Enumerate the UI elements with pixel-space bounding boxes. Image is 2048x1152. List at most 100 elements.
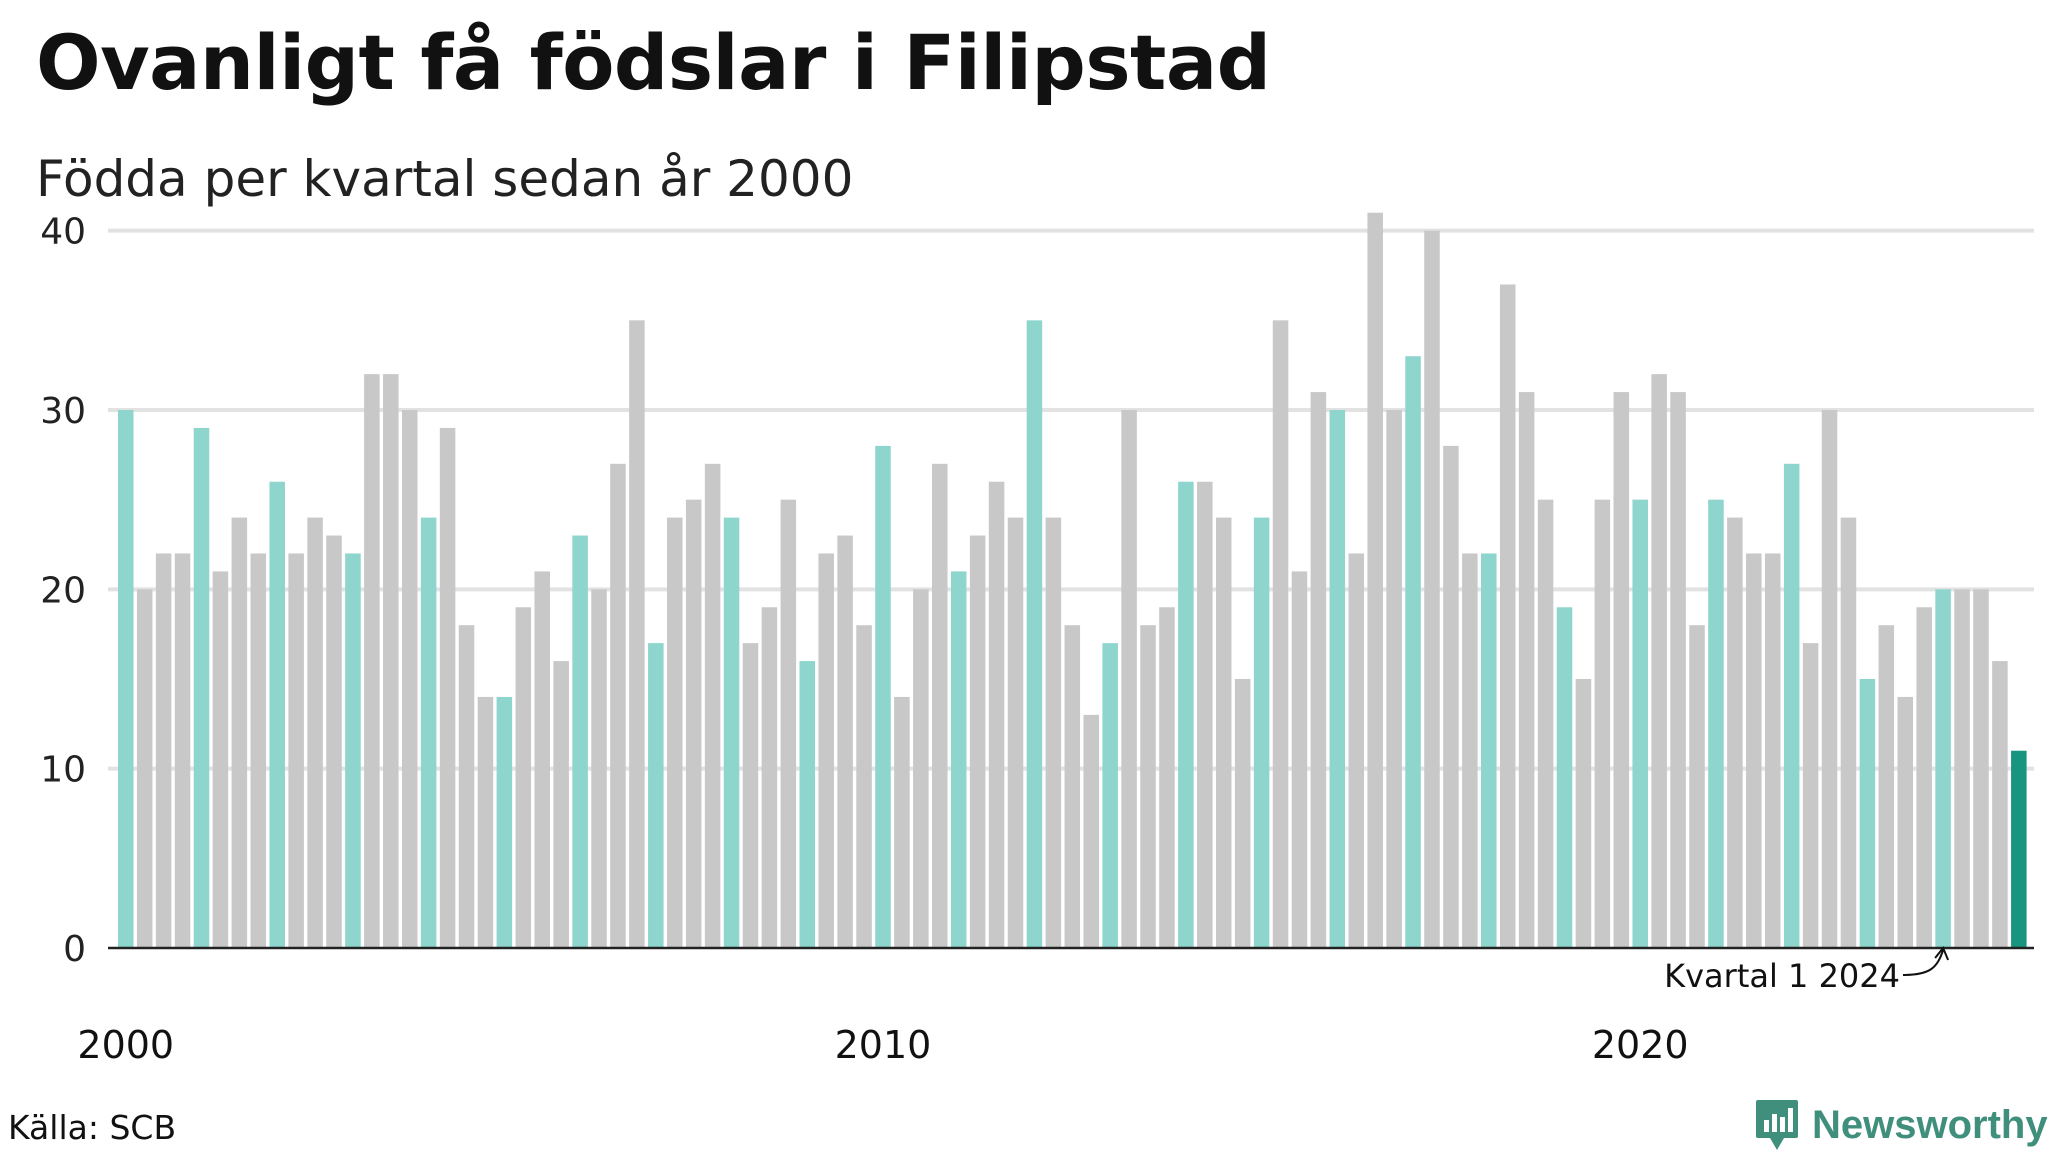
bar	[1670, 392, 1686, 949]
bar	[1613, 392, 1630, 949]
bar	[193, 427, 210, 948]
bar	[1064, 625, 1081, 948]
bar	[345, 553, 361, 948]
bar	[250, 553, 267, 948]
bar	[1746, 553, 1762, 948]
bar	[1140, 625, 1156, 948]
bar	[894, 696, 910, 948]
bar	[155, 553, 172, 948]
bar	[1518, 392, 1535, 949]
bar	[1859, 679, 1876, 948]
x-tick-label: 2020	[1592, 1023, 1689, 1067]
bar	[1291, 571, 1308, 948]
y-tick-label: 0	[63, 929, 86, 970]
annotation-label: Kvartal 1 2024	[1664, 957, 1900, 995]
bar	[1537, 499, 1554, 948]
bar	[1234, 679, 1251, 948]
bar	[1556, 607, 1573, 948]
bar	[1481, 553, 1497, 948]
bar	[1878, 625, 1895, 948]
bar	[118, 410, 134, 948]
bar	[1310, 392, 1327, 949]
bar	[136, 589, 153, 948]
bar	[1007, 517, 1024, 948]
bar	[1178, 481, 1194, 948]
bar	[420, 517, 437, 948]
bar	[553, 661, 569, 948]
bar	[1083, 714, 1099, 948]
bar	[666, 517, 683, 948]
bar	[1973, 589, 1989, 948]
bar	[780, 499, 797, 948]
chart-subtitle: Födda per kvartal sedan år 2000	[36, 150, 854, 208]
bar	[439, 427, 456, 948]
bar	[1272, 320, 1289, 948]
bar	[572, 535, 588, 948]
bar	[1575, 679, 1592, 948]
bar	[988, 481, 1005, 948]
bar	[913, 589, 929, 948]
bar	[515, 607, 532, 948]
bar	[629, 320, 645, 948]
axes: 0 10 20 30 40 2000 2010 2020	[40, 212, 2034, 1067]
bar	[1253, 517, 1270, 948]
bar	[1992, 661, 2008, 948]
bar	[1651, 374, 1667, 949]
bar	[856, 625, 872, 948]
bar	[307, 517, 323, 948]
bar	[1954, 589, 1970, 948]
bar	[1215, 517, 1232, 948]
bar	[401, 410, 418, 948]
bar	[1689, 625, 1705, 948]
bar	[1443, 445, 1459, 948]
bar	[326, 535, 342, 948]
bar	[761, 607, 778, 948]
brand-logo: Newsworthy	[1754, 1098, 2048, 1152]
bar	[1367, 212, 1383, 948]
bar	[1026, 320, 1043, 948]
x-tick-label: 2000	[77, 1023, 174, 1067]
bar	[496, 696, 513, 948]
bar	[1783, 463, 1800, 948]
source-label: Källa: SCB	[8, 1108, 177, 1147]
bar	[1708, 499, 1724, 948]
bar	[383, 374, 399, 949]
brand-name: Newsworthy	[1812, 1102, 2048, 1147]
bar	[1632, 499, 1648, 948]
bar	[1499, 284, 1516, 948]
bar	[1802, 643, 1819, 948]
bar	[1727, 517, 1743, 948]
y-tick-label: 30	[40, 391, 86, 432]
bar	[174, 553, 191, 948]
bar	[269, 481, 285, 948]
bar	[1121, 410, 1137, 948]
bar	[1348, 553, 1365, 948]
bar	[1462, 553, 1478, 948]
bar	[648, 643, 664, 948]
bar	[212, 571, 229, 948]
bar	[818, 553, 834, 948]
bar	[1821, 410, 1838, 948]
chart-title: Ovanligt få födslar i Filipstad	[36, 18, 1271, 107]
bar	[1916, 607, 1932, 948]
bar	[969, 535, 986, 948]
bar	[1197, 481, 1213, 948]
bar	[591, 589, 607, 948]
annotation: Kvartal 1 2024	[1664, 946, 1950, 995]
y-tick-label: 10	[40, 750, 86, 791]
bar	[1897, 696, 1914, 948]
bar	[837, 535, 853, 948]
bar	[704, 463, 721, 948]
bar	[364, 374, 380, 949]
annotation-arrowhead	[1934, 946, 1950, 961]
bar	[1764, 553, 1781, 948]
bar	[1102, 643, 1118, 948]
bar	[477, 696, 494, 948]
bar	[1840, 517, 1857, 948]
bars	[118, 212, 2027, 949]
bar	[1386, 410, 1402, 948]
bar	[742, 643, 759, 948]
bar	[1329, 410, 1346, 948]
bar	[288, 553, 304, 948]
bar	[231, 517, 248, 948]
